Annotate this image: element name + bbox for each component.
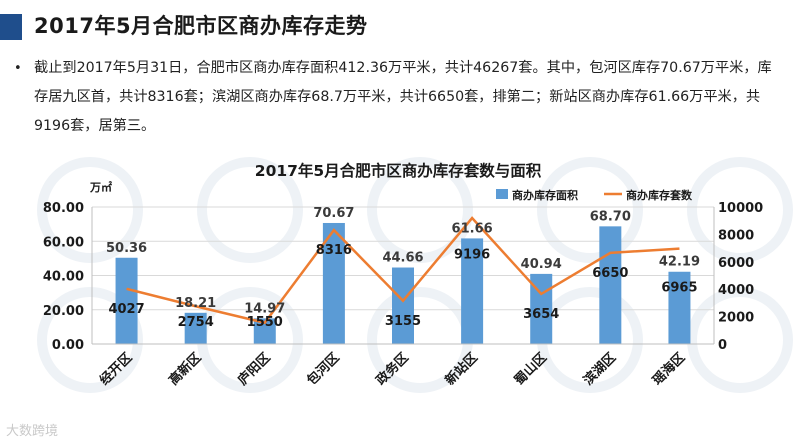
watermark-circle: [37, 287, 143, 393]
bar-value-label: 42.19: [659, 255, 700, 270]
page-title: 2017年5月合肥市区商办库存走势: [34, 14, 368, 38]
bar: [668, 271, 691, 344]
bullet-icon: •: [14, 61, 22, 76]
bar: [599, 226, 622, 344]
bar-value-label: 44.66: [382, 251, 423, 266]
left-tick-label: 0.00: [52, 338, 84, 353]
data-labels: 50.36 18.21 14.97 70.67 44.66 61.66 40.94 68.70…: [106, 206, 700, 330]
line-value-label: 2754: [178, 315, 214, 330]
bar-value-label: 61.66: [452, 221, 493, 236]
bar: [322, 222, 345, 344]
right-tick-label: 8000: [718, 228, 754, 243]
bar-series: [115, 222, 691, 344]
legend-bar-swatch: [496, 189, 508, 199]
line-value-label: 3654: [523, 307, 559, 322]
bar: [392, 267, 414, 344]
footer-watermark: 大数跨境: [6, 424, 59, 439]
watermark-layer: [37, 157, 793, 393]
watermark-circle: [537, 157, 643, 263]
summary-text: 截止到2017年5月31日，合肥市区商办库存面积412.36万平米，共计4626…: [34, 60, 772, 134]
left-tick-label: 40.00: [43, 270, 84, 285]
line-series: [126, 216, 680, 325]
watermark-circle: [367, 157, 473, 263]
watermark-circle: [687, 157, 793, 263]
chart-title: 2017年5月合肥市区商办库存套数与面积: [255, 161, 542, 180]
bar: [115, 257, 138, 344]
line-value-label: 4027: [108, 302, 144, 317]
bar-value-label: 14.97: [244, 301, 285, 316]
line-value-label: 3155: [385, 314, 421, 329]
line-value-label: 6965: [661, 281, 697, 296]
bar: [253, 318, 276, 344]
title-accent-block: [0, 14, 22, 40]
right-tick-label: 4000: [718, 283, 754, 298]
left-axis-unit: 万㎡: [89, 180, 112, 194]
line-value-label: 6650: [592, 266, 628, 281]
watermark-circle: [687, 287, 793, 393]
bar-value-label: 18.21: [175, 296, 216, 311]
bar-value-label: 68.70: [590, 209, 631, 224]
x-tick-label: 高新区: [166, 350, 205, 389]
summary-paragraph: • 截止到2017年5月31日，合肥市区商办库存面积412.36万平米，共计46…: [14, 54, 784, 141]
right-tick-label: 10000: [718, 201, 763, 216]
line-value-label: 9196: [454, 247, 490, 262]
watermark-circle: [37, 157, 143, 263]
bar-value-label: 40.94: [521, 257, 562, 272]
line-value-label: 8316: [316, 243, 352, 258]
x-tick-label: 瑶海区: [649, 350, 688, 389]
watermark-circle: [197, 157, 303, 263]
left-tick-label: 80.00: [43, 201, 84, 216]
bar-value-label: 70.67: [313, 206, 354, 221]
right-tick-label: 0: [718, 338, 727, 353]
right-tick-label: 2000: [718, 311, 754, 326]
line-value-label: 1550: [247, 315, 283, 330]
x-tick-label: 包河区: [304, 350, 343, 389]
left-tick-label: 20.00: [43, 304, 84, 319]
right-tick-label: 6000: [718, 256, 754, 271]
legend-bar-label: 商办库存面积: [512, 188, 578, 202]
bar-value-label: 50.36: [106, 241, 147, 256]
x-tick-label: 蜀山区: [511, 350, 550, 389]
chart-legend: 商办库存面积 商办库存套数: [496, 188, 693, 202]
legend-line-label: 商办库存套数: [626, 188, 693, 202]
bar: [461, 238, 484, 344]
left-tick-label: 60.00: [43, 235, 84, 250]
bar: [184, 312, 207, 344]
